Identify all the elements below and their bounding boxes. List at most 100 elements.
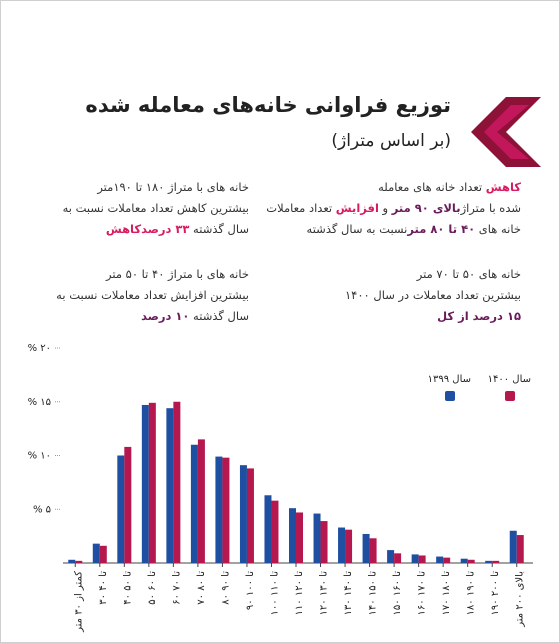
note-text: خانه های ۵۰ تا ۷۰ متر: [416, 267, 521, 281]
highlight: بالای ۹۰ متر: [391, 201, 461, 215]
bar: [239, 465, 247, 563]
bar: [362, 533, 370, 563]
x-tick-label: ۸۰ تا ۹۰: [220, 571, 231, 605]
logo-chevron: [471, 97, 541, 167]
y-tick-label: % ۱۵: [28, 397, 51, 408]
note-line: خانه های با متراژ ۱۸۰ تا ۱۹۰متر: [63, 177, 249, 198]
bar: [443, 557, 451, 563]
bar: [173, 401, 181, 563]
note-line: خانه های ۴۰ تا ۸۰ مترنسبت به سال گذشته: [266, 219, 521, 240]
x-tick-label: ۷۰ تا ۸۰: [196, 571, 207, 605]
bar: [296, 512, 303, 563]
legend-label: سال ۱۴۰۰: [488, 374, 531, 385]
bar: [68, 559, 76, 563]
bar: [320, 521, 328, 563]
x-tick-label: کمتر از ۳۰ متر: [73, 571, 84, 633]
x-tick-label: ۵۰ تا ۶۰: [147, 571, 158, 605]
bar: [369, 538, 377, 563]
y-tick-label: % ۲۰: [28, 343, 51, 354]
bar: [509, 530, 517, 563]
bar: [99, 545, 107, 563]
bar: [418, 555, 426, 563]
x-tick-label: ۱۹۰ تا ۲۰۰: [490, 571, 501, 616]
bar: [246, 468, 254, 563]
bar: [411, 554, 419, 563]
subtitle: (بر اساس متراژ): [331, 131, 451, 151]
x-tick-label: ۱۷۰ تا ۱۸۰: [441, 571, 452, 616]
x-tick-label: ۴۰ تا ۵۰: [122, 571, 133, 605]
note-text: شده با متراژ: [460, 201, 521, 215]
x-tick-label: ۱۲۰ تا ۱۳۰: [319, 571, 330, 616]
bar: [75, 560, 83, 563]
note-text: تعداد معاملات: [266, 201, 336, 215]
note-text: خانه های: [475, 222, 521, 236]
x-tick-label: ۱۱۰ تا ۱۲۰: [294, 571, 305, 616]
note: خانه های ۵۰ تا ۷۰ متر بیشترین تعداد معامل…: [345, 264, 521, 327]
bar: [460, 558, 468, 563]
highlight: ۳۳ درصدکاهش: [105, 222, 190, 236]
x-tick-label: ۹۰ تا ۱۰۰: [245, 571, 256, 610]
note-line: کاهش تعداد خانه های معامله: [266, 177, 521, 198]
note-text: سال گذشته: [189, 222, 249, 236]
title: توزیع فراوانی خانه‌های معامله شده: [85, 93, 451, 117]
highlight: افزایش: [335, 201, 379, 215]
note-line: بیشترین کاهش تعداد معاملات نسبت به: [63, 198, 249, 219]
bar: [338, 527, 346, 563]
highlight: ۱۵ درصد از کل: [437, 309, 521, 323]
bar: [271, 500, 279, 563]
bar: [492, 560, 500, 563]
legend-label: سال ۱۳۹۹: [428, 374, 471, 385]
note-line: سال گذشته ۳۳ درصدکاهش: [63, 219, 249, 240]
bar: [313, 513, 321, 563]
x-tick-label: ۱۶۰ تا ۱۷۰: [417, 571, 428, 616]
bar: [215, 456, 223, 563]
note: خانه های با متراژ ۱۸۰ تا ۱۹۰متر بیشترین ک…: [63, 177, 249, 240]
bar: [141, 404, 149, 563]
legend-swatch: [505, 391, 515, 401]
note-line: بیشترین تعداد معاملات در سال ۱۴۰۰: [345, 285, 521, 306]
x-tick-label: ۱۵۰ تا ۱۶۰: [392, 571, 403, 616]
x-tick-label: ۳۰ تا ۴۰: [98, 571, 109, 605]
note-text: بیشترین کاهش تعداد معاملات نسبت به: [62, 201, 249, 215]
note-line: سال گذشته ۱۰ درصد: [56, 306, 249, 327]
note: کاهش تعداد خانه های معامله شده با متراژبا…: [266, 177, 521, 240]
x-tick-label: ۱۸۰ تا ۱۹۰: [466, 571, 477, 616]
y-tick-label: % ۵: [33, 504, 51, 515]
note-line: بیشترین افزایش تعداد معاملات نسبت به: [56, 285, 249, 306]
bar: [197, 439, 205, 563]
note-text: سال گذشته: [189, 309, 249, 323]
x-tick-label: ۱۰۰ تا ۱۱۰: [269, 571, 280, 616]
note-text: تعداد خانه های معامله: [378, 180, 486, 194]
bar: [166, 408, 174, 563]
bar: [467, 559, 475, 563]
bar: [222, 457, 230, 563]
note: خانه های با متراژ ۴۰ تا ۵۰ متر بیشترین اف…: [56, 264, 249, 327]
highlight: ۱۰ درصد: [141, 309, 190, 323]
bar: [387, 550, 395, 563]
note-line: خانه های با متراژ ۴۰ تا ۵۰ متر: [56, 264, 249, 285]
note-line: ۱۵ درصد از کل: [345, 306, 521, 327]
logo-chevron-inner: [484, 105, 529, 159]
note-line: شده با متراژبالای ۹۰ متر و افزایش تعداد …: [266, 198, 521, 219]
note-text: بیشترین تعداد معاملات در سال ۱۴۰۰: [344, 288, 521, 302]
legend-swatch: [445, 391, 455, 401]
bar: [92, 543, 100, 563]
note-text: و: [378, 201, 392, 215]
x-tick-label: بالای ۲۰۰ متر: [515, 571, 526, 628]
bar: [394, 553, 402, 563]
note-line: خانه های ۵۰ تا ۷۰ متر: [345, 264, 521, 285]
bar: [289, 508, 296, 563]
highlight: کاهش: [485, 180, 521, 194]
bar: [516, 535, 524, 563]
bar: [345, 529, 353, 563]
highlight: ۴۰ تا ۸۰ متر: [407, 222, 476, 236]
note-text: نسبت به سال گذشته: [306, 222, 408, 236]
note-text: خانه های با متراژ ۱۸۰ تا ۱۹۰متر: [97, 180, 249, 194]
bar: [264, 495, 272, 563]
x-tick-label: ۱۴۰ تا ۱۵۰: [368, 571, 379, 616]
bar: [485, 560, 493, 563]
note-text: بیشترین افزایش تعداد معاملات نسبت به: [56, 288, 249, 302]
x-tick-label: ۱۳۰ تا ۱۴۰: [343, 571, 354, 616]
